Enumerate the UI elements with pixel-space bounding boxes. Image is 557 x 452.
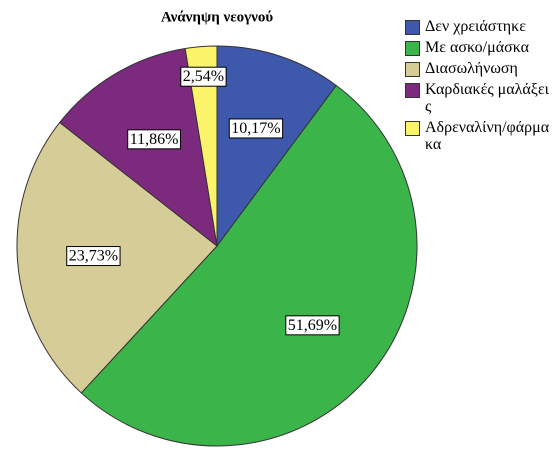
- legend-label: Διασωλήνωση: [425, 60, 518, 77]
- data-label-box: [66, 246, 121, 267]
- data-label: 11,86%: [130, 131, 179, 148]
- legend-label: Με ασκο/μάσκα: [425, 39, 529, 56]
- legend-entry: Δεν χρειάστηκε: [405, 18, 555, 35]
- data-label-box: [285, 315, 340, 336]
- pie-slice: [184, 45, 218, 247]
- pie-slice: [80, 84, 418, 447]
- chart-title: Ανάνηψη νεογνού: [161, 9, 273, 25]
- data-label-box: [228, 118, 284, 139]
- legend-entry: Με ασκο/μάσκα: [405, 39, 555, 56]
- legend-swatch: [405, 121, 420, 136]
- data-label-box: [127, 129, 181, 150]
- legend-label: Δεν χρειάστηκε: [425, 18, 526, 35]
- data-label: 23,73%: [69, 248, 118, 265]
- data-label: 2,54%: [183, 68, 224, 85]
- data-label-box: [180, 66, 227, 87]
- legend-entry: Διασωλήνωση: [405, 60, 555, 77]
- legend-swatch: [405, 62, 420, 77]
- legend-swatch: [405, 41, 420, 56]
- legend-label: Αδρεναλίνη/φάρμακα: [425, 119, 550, 153]
- data-label: 51,69%: [288, 317, 337, 334]
- legend-entry: Καρδιακές μαλάξεις: [405, 81, 555, 115]
- legend-swatch: [405, 83, 420, 98]
- legend-label: Καρδιακές μαλάξεις: [425, 81, 549, 115]
- legend: Δεν χρειάστηκε Με ασκο/μάσκα Διασωλήνωση Κα…: [405, 18, 555, 157]
- pie-slice: [216, 45, 337, 248]
- legend-entry: Αδρεναλίνη/φάρμακα: [405, 119, 555, 153]
- legend-swatch: [405, 20, 420, 35]
- data-label: 10,17%: [231, 120, 280, 137]
